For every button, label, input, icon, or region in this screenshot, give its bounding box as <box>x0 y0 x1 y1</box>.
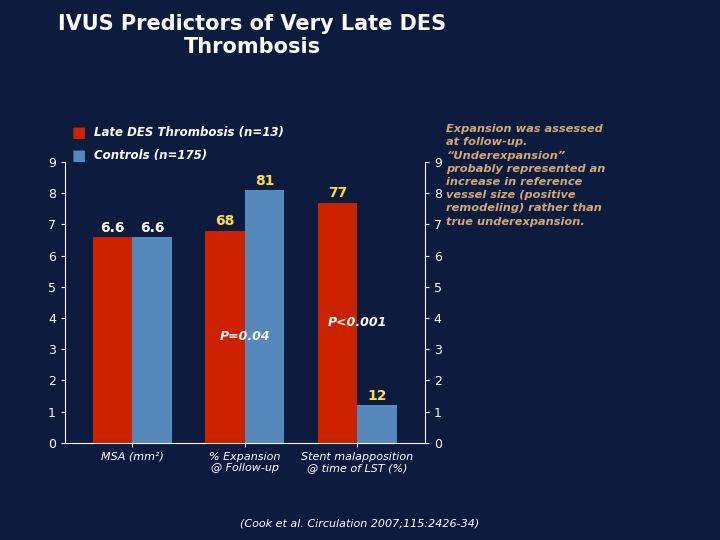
Bar <box>245 190 284 443</box>
Bar <box>205 231 245 443</box>
Text: (Cook et al. Circulation 2007;115:2426-34): (Cook et al. Circulation 2007;115:2426-3… <box>240 518 480 529</box>
Bar <box>357 406 397 443</box>
Text: 6.6: 6.6 <box>140 221 164 235</box>
Text: Expansion was assessed
at follow-up.
“Underexpansion”
probably represented an
in: Expansion was assessed at follow-up. “Un… <box>446 124 606 227</box>
Text: 6.6: 6.6 <box>100 221 125 235</box>
Bar <box>132 237 171 443</box>
Text: 77: 77 <box>328 186 347 200</box>
Text: Controls (n=175): Controls (n=175) <box>94 149 207 162</box>
Text: P=0.04: P=0.04 <box>220 330 270 343</box>
Text: 12: 12 <box>367 389 387 403</box>
Bar <box>93 237 132 443</box>
Text: P<0.001: P<0.001 <box>328 316 387 329</box>
Text: Late DES Thrombosis (n=13): Late DES Thrombosis (n=13) <box>94 126 284 139</box>
Text: ■: ■ <box>72 125 86 140</box>
Bar <box>318 202 357 443</box>
Text: ■: ■ <box>72 148 86 163</box>
Text: 81: 81 <box>255 174 274 188</box>
Text: IVUS Predictors of Very Late DES
Thrombosis: IVUS Predictors of Very Late DES Thrombo… <box>58 14 446 57</box>
Text: 68: 68 <box>215 214 235 228</box>
